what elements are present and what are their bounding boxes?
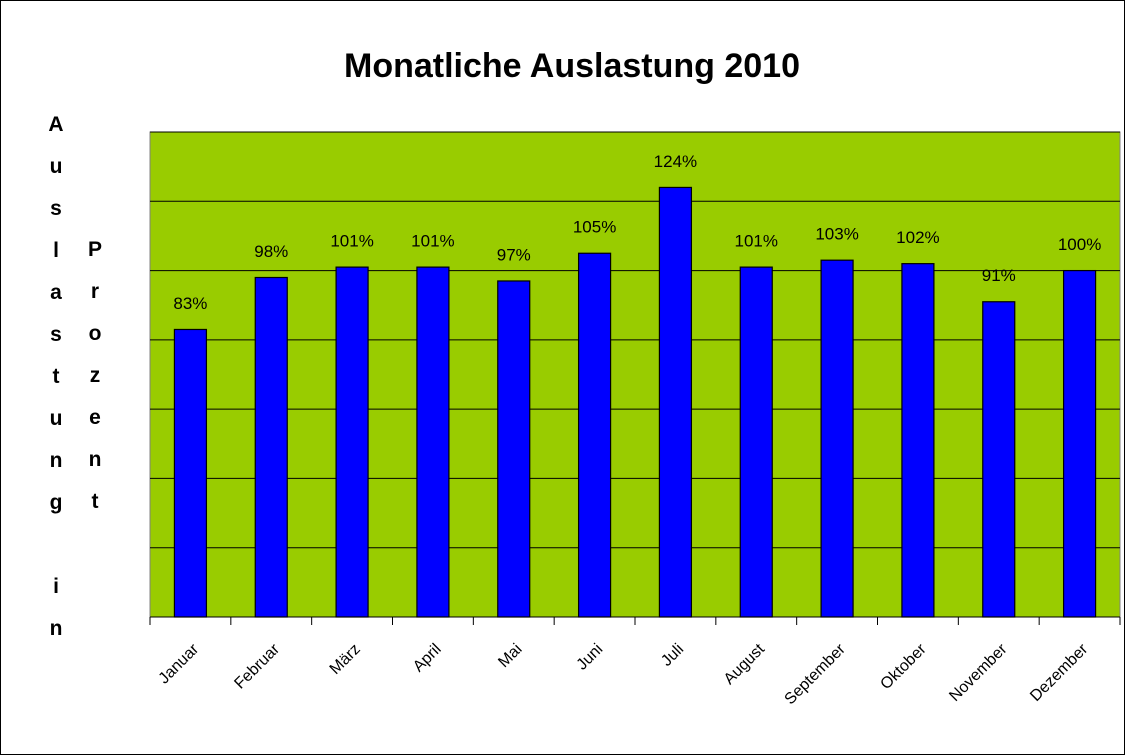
value-label: 105% — [573, 218, 616, 237]
chart-title: Monatliche Auslastung 2010 — [344, 47, 800, 85]
value-label: 101% — [411, 232, 454, 251]
plot-area — [149, 131, 1121, 618]
bar — [1062, 269, 1097, 618]
bar — [739, 266, 773, 618]
value-label: 83% — [173, 294, 207, 313]
value-label: 91% — [982, 266, 1016, 285]
value-label: 101% — [735, 232, 778, 251]
bar — [901, 263, 935, 618]
value-label: 101% — [330, 232, 373, 251]
bar — [658, 186, 693, 618]
value-label: 103% — [815, 225, 858, 244]
value-label: 100% — [1058, 235, 1101, 254]
bar — [982, 301, 1016, 618]
value-label: 124% — [654, 152, 697, 171]
bar — [254, 276, 288, 618]
bar — [335, 266, 369, 618]
bar — [820, 259, 854, 618]
bar — [577, 252, 612, 618]
value-label: 98% — [254, 242, 288, 261]
bar — [497, 280, 531, 618]
bar — [173, 328, 208, 618]
bar — [416, 266, 450, 618]
value-label: 102% — [896, 228, 939, 247]
value-label: 97% — [497, 245, 531, 264]
